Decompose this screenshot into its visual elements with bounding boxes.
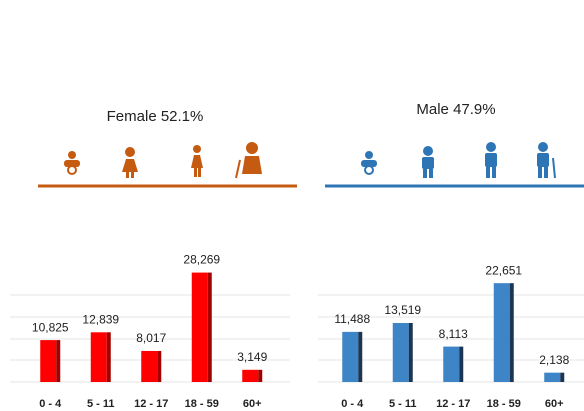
x-tick-label: 5 - 11: [389, 398, 417, 410]
female-title: Female 52.1%: [107, 108, 204, 125]
value-label: 13,519: [384, 303, 421, 317]
x-tick-label: 0 - 4: [341, 398, 364, 410]
x-tick-label: 12 - 17: [134, 398, 168, 410]
bar: [342, 331, 359, 382]
bar-side: [358, 331, 363, 382]
x-tick-label: 18 - 59: [487, 398, 521, 410]
value-label: 11,488: [334, 312, 370, 326]
bar-side: [207, 272, 212, 382]
value-label: 2,138: [539, 353, 569, 367]
value-label: 10,825: [32, 320, 69, 334]
bar-side: [509, 283, 514, 382]
value-label: 12,839: [82, 312, 119, 326]
bar-side: [459, 346, 464, 382]
bar: [90, 332, 107, 382]
x-tick-label: 12 - 17: [436, 398, 470, 410]
value-label: 22,651: [485, 263, 522, 277]
bar: [141, 350, 158, 382]
bar: [493, 283, 510, 382]
bar: [544, 372, 561, 382]
bar-side: [56, 340, 61, 382]
value-label: 28,269: [183, 253, 220, 267]
male-title: Male 47.9%: [416, 101, 495, 118]
bar-side: [408, 323, 413, 382]
bar-side: [106, 332, 111, 382]
bar: [392, 323, 409, 382]
bar-side: [258, 369, 263, 382]
bar: [242, 369, 259, 382]
x-tick-label: 18 - 59: [185, 398, 219, 410]
x-tick-label: 5 - 11: [87, 398, 115, 410]
bar: [40, 340, 57, 382]
bar: [443, 346, 460, 382]
x-tick-label: 60+: [243, 398, 262, 410]
bar-side: [560, 372, 565, 382]
bar-side: [157, 350, 162, 382]
x-tick-label: 60+: [545, 398, 564, 410]
x-tick-label: 0 - 4: [39, 398, 62, 410]
value-label: 8,017: [136, 331, 166, 345]
bar: [191, 272, 208, 382]
female-icons: [64, 142, 262, 179]
value-label: 3,149: [237, 350, 267, 364]
male-icons: [361, 142, 556, 179]
value-label: 8,113: [439, 327, 468, 341]
